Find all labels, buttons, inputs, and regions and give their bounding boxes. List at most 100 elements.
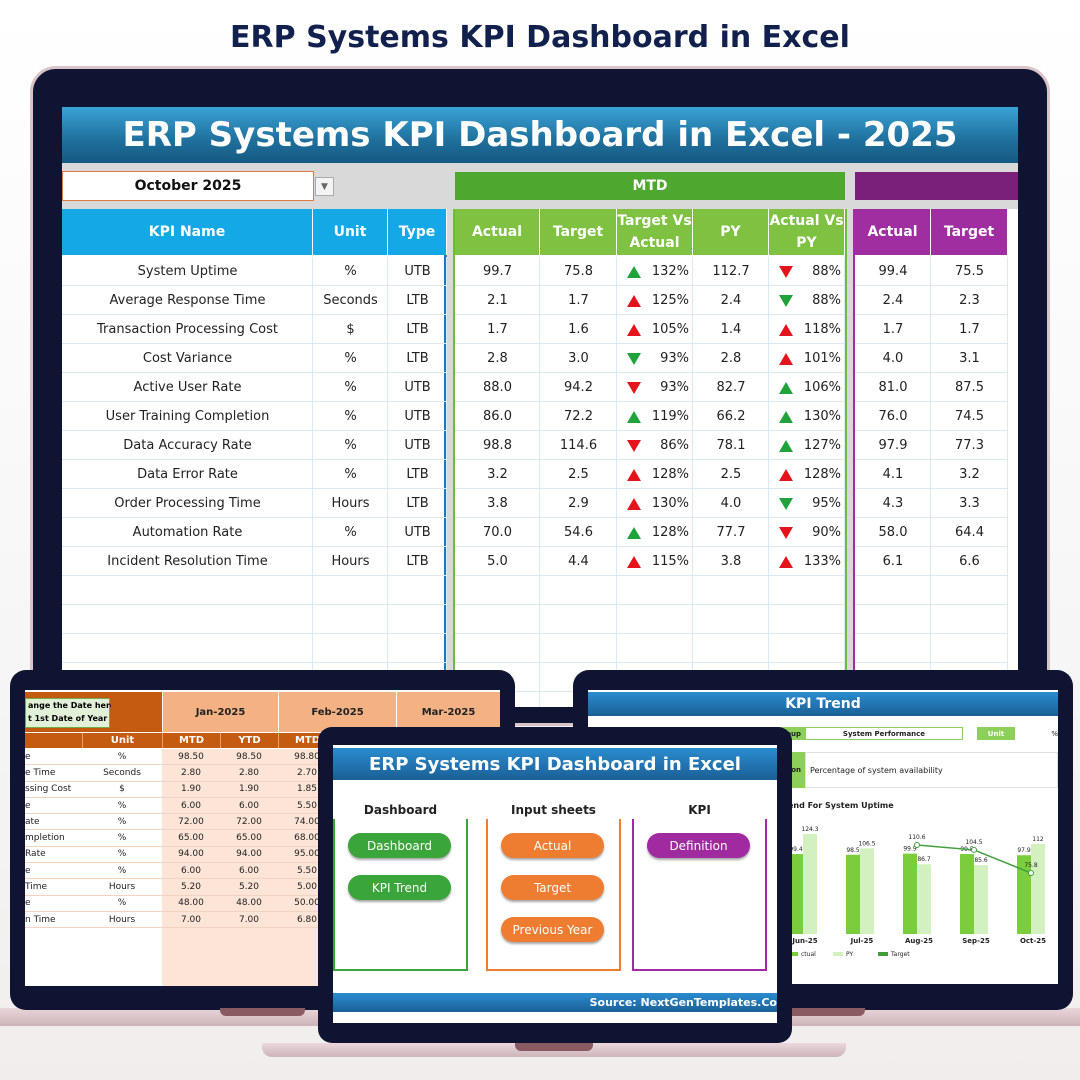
table-cell: 93% (660, 380, 689, 395)
table-cell: 72.2 (564, 409, 593, 424)
table-cell-border (455, 373, 540, 402)
legend-label: PY (846, 951, 853, 958)
table-cell: 82.7 (716, 380, 746, 395)
month-header: Jan-2025 (162, 692, 278, 732)
table-cell-border (769, 605, 845, 634)
table-cell-border (313, 634, 388, 663)
x-tick-label: Jul-25 (850, 937, 874, 945)
table-cell: 4.4 (568, 554, 589, 569)
table-cell: 86.0 (483, 409, 512, 424)
table-cell-border (313, 257, 388, 286)
table-cell: 130% (803, 409, 841, 424)
table-cell-border (388, 576, 447, 605)
column-header: Unit (313, 209, 388, 255)
kpi-name: Data Error Rate (137, 467, 238, 482)
label-box: Unit (977, 727, 1015, 740)
kpi-name: Cost Variance (142, 351, 233, 366)
table-cell: 112.7 (712, 264, 750, 279)
data-label: 85.6 (974, 857, 988, 864)
legend-swatch (788, 952, 798, 956)
nav-button[interactable]: Definition (647, 833, 750, 858)
table-cell: 5.0 (487, 554, 508, 569)
month-selector: October 2025 (62, 171, 314, 201)
table-cell: LTB (406, 293, 429, 308)
table-cell: 65.00 (220, 831, 278, 847)
table-cell-border (455, 576, 540, 605)
dropdown-button: ▼ (315, 177, 334, 196)
indicator-shape (627, 411, 641, 423)
indicator-shape (779, 469, 793, 481)
table-cell: 106% (803, 380, 841, 395)
table-cell-border (388, 605, 447, 634)
table-cell: 87.5 (955, 380, 984, 395)
table-cell-border (931, 257, 1008, 286)
table-cell-border (62, 547, 313, 576)
table-cell-border (540, 605, 617, 634)
nav-button[interactable]: Target (501, 875, 604, 900)
indicator-shape (627, 440, 641, 452)
nav-button[interactable]: Dashboard (348, 833, 451, 858)
table-cell: 2.80 (220, 765, 278, 782)
table-cell: 1.7 (959, 322, 980, 337)
indicator-icon (627, 295, 641, 307)
sheet-header-light (162, 692, 500, 732)
table-cell: mpletion (25, 831, 82, 847)
data-label: 98.5 (846, 847, 860, 854)
nav-title: ERP Systems KPI Dashboard in Excel (333, 748, 777, 780)
table-cell: 74.00 (278, 814, 336, 831)
table-cell: 1.90 (220, 782, 278, 798)
table-cell: 119% (651, 409, 689, 424)
table-cell-border (455, 605, 540, 634)
table-cell: Time (25, 879, 82, 896)
table-cell-border (855, 257, 931, 286)
table-cell: 2.8 (487, 351, 508, 366)
table-cell-border (62, 489, 313, 518)
table-cell-border (313, 431, 388, 460)
legend-label: Target (890, 951, 910, 958)
indicator-icon (779, 266, 793, 278)
table-cell: Seconds (82, 765, 162, 782)
table-cell-border (62, 576, 313, 605)
table-cell: Hours (331, 554, 370, 569)
table-cell-border (769, 576, 845, 605)
table-cell-border (540, 344, 617, 373)
table-cell-border (455, 489, 540, 518)
table-cell: % (82, 831, 162, 847)
table-cell: 81.0 (878, 380, 908, 395)
table-cell-border (931, 634, 1008, 663)
table-cell-border (540, 373, 617, 402)
table-cell: 72.00 (220, 814, 278, 831)
indicator-icon (627, 556, 641, 568)
table-cell-border (62, 402, 313, 431)
table-cell-border (617, 286, 693, 315)
table-cell: 128% (651, 525, 689, 540)
table-cell: 132% (651, 264, 689, 279)
table-cell: e (25, 896, 82, 912)
column-header: MTD (162, 733, 220, 748)
table-cell-border (855, 518, 931, 547)
table-cell-border (855, 576, 931, 605)
nav-group-border (486, 811, 621, 971)
table-cell: 97.9 (878, 438, 908, 453)
table-cell-border (617, 518, 693, 547)
nav-button[interactable]: Previous Year (501, 917, 604, 942)
table-cell: 86% (660, 438, 689, 453)
table-cell-border (693, 547, 769, 576)
table-cell: 94.00 (162, 847, 220, 864)
table-cell: 94.2 (564, 380, 593, 395)
banner: ERP Systems KPI Dashboard in Excel - 202… (62, 107, 1018, 163)
table-cell: ssing Cost (25, 782, 82, 798)
indicator-icon (779, 411, 793, 423)
nav-button[interactable]: Actual (501, 833, 604, 858)
nav-group-title: Dashboard (333, 801, 468, 819)
table-cell-border (388, 634, 447, 663)
nav-button[interactable]: KPI Trend (348, 875, 451, 900)
table-cell-border (693, 460, 769, 489)
chart-title: end For System Uptime (788, 800, 894, 810)
table-cell: $ (82, 782, 162, 798)
column-header (25, 733, 82, 748)
table-cell-border (62, 286, 313, 315)
indicator-shape (627, 266, 641, 278)
table-cell: 4.0 (720, 496, 742, 511)
